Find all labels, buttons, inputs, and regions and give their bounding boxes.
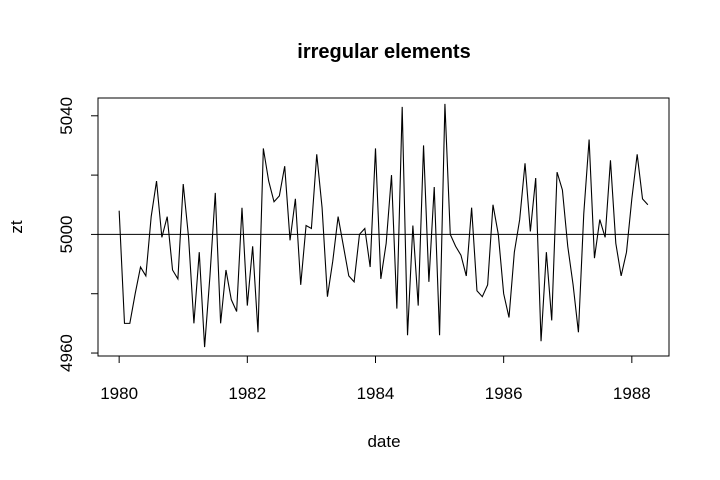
x-tick-label: 1986 xyxy=(485,384,523,403)
chart-title: irregular elements xyxy=(297,41,470,63)
x-tick-label: 1984 xyxy=(357,384,395,403)
series-layer xyxy=(118,103,649,348)
y-tick-label: 5000 xyxy=(57,215,76,253)
x-axis: 1980 1982 1984 1986 1988 xyxy=(100,355,651,403)
y-axis-label: zt xyxy=(7,220,26,234)
x-tick-label: 1988 xyxy=(613,384,651,403)
y-tick-label: 5040 xyxy=(57,97,76,135)
y-axis: 4960 5000 5040 xyxy=(57,97,99,372)
x-tick-label: 1980 xyxy=(100,384,138,403)
series-line-0 xyxy=(118,103,649,348)
y-tick-label: 4960 xyxy=(57,334,76,372)
x-axis-label: date xyxy=(367,432,400,451)
x-tick-label: 1982 xyxy=(228,384,266,403)
